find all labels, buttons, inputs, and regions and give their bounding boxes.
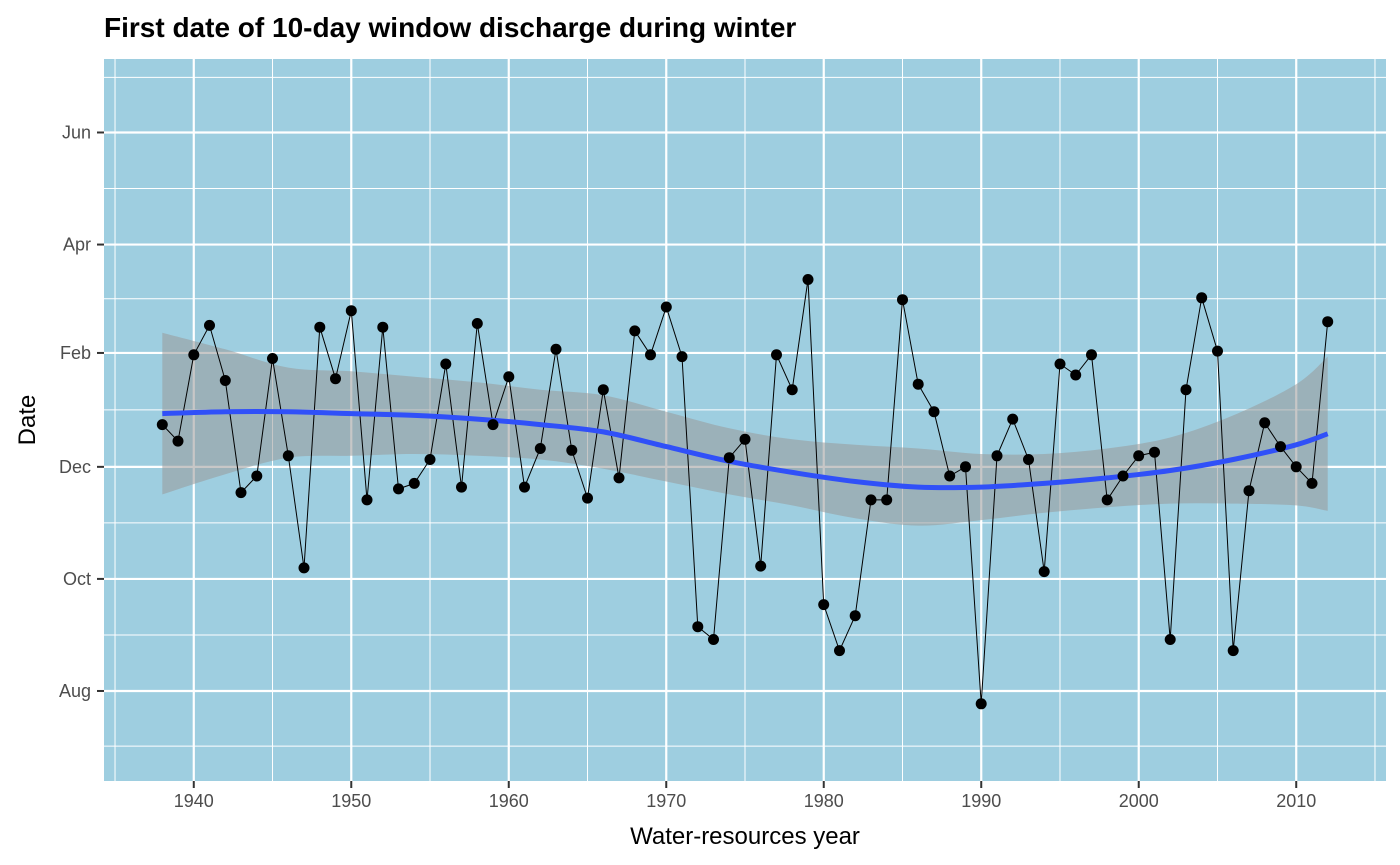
data-point xyxy=(456,481,467,493)
data-point xyxy=(188,349,200,361)
data-point xyxy=(219,375,231,386)
x-tick-label: 1970 xyxy=(646,791,686,811)
data-point xyxy=(692,621,704,633)
data-point xyxy=(204,319,215,331)
data-point xyxy=(818,599,830,611)
data-points xyxy=(156,274,1334,710)
x-tick-label: 1980 xyxy=(804,791,844,811)
confidence-ribbon xyxy=(162,332,1328,526)
data-point xyxy=(361,494,373,506)
data-point xyxy=(771,349,782,361)
data-point xyxy=(1180,384,1192,396)
y-tick-label: Oct xyxy=(63,569,91,589)
data-point xyxy=(597,384,609,396)
data-point xyxy=(928,406,940,418)
y-tick-label: Dec xyxy=(59,457,91,477)
data-point xyxy=(660,301,672,313)
y-tick-label: Apr xyxy=(63,235,91,255)
x-tick-label: 1940 xyxy=(174,791,214,811)
x-tick-label: 1950 xyxy=(331,791,371,811)
y-axis-title: Date xyxy=(14,395,41,446)
data-point xyxy=(487,419,499,431)
data-point xyxy=(503,371,515,383)
data-point xyxy=(739,433,751,445)
data-point xyxy=(1259,417,1271,429)
data-point xyxy=(629,325,641,337)
data-point xyxy=(723,452,735,464)
x-tick-label: 2010 xyxy=(1276,791,1316,811)
y-tick-label: Aug xyxy=(59,681,91,701)
data-point xyxy=(314,321,326,333)
data-point xyxy=(1070,369,1082,381)
data-point xyxy=(267,353,278,364)
data-point xyxy=(582,492,593,504)
data-point xyxy=(975,698,987,710)
data-point xyxy=(912,378,924,390)
data-point xyxy=(1290,461,1302,473)
data-point xyxy=(1322,316,1334,328)
chart-title: First date of 10-day window discharge du… xyxy=(104,12,796,43)
data-point xyxy=(897,294,908,306)
data-point xyxy=(172,435,184,447)
data-point xyxy=(834,645,845,657)
data-point xyxy=(519,481,530,493)
data-point xyxy=(613,472,625,484)
data-point xyxy=(345,305,357,317)
data-point xyxy=(1306,477,1318,489)
data-point xyxy=(676,351,688,363)
data-point xyxy=(1117,470,1129,482)
data-point xyxy=(1101,494,1113,506)
data-point xyxy=(865,494,877,506)
x-tick-label: 1960 xyxy=(489,791,529,811)
data-point xyxy=(881,494,893,506)
data-point xyxy=(786,384,798,396)
data-point xyxy=(156,419,168,431)
data-point xyxy=(1243,485,1255,497)
data-point xyxy=(802,274,814,285)
data-point xyxy=(849,610,861,622)
y-axis: Aug Oct Dec Feb Apr Jun xyxy=(59,122,104,701)
data-point xyxy=(408,477,420,489)
data-point xyxy=(1275,441,1286,453)
data-point xyxy=(1227,645,1239,657)
data-point xyxy=(1007,413,1019,425)
data-point xyxy=(944,470,956,482)
smooth-trend-line xyxy=(162,408,1329,491)
data-point xyxy=(960,461,971,473)
data-point xyxy=(471,318,483,329)
data-point xyxy=(1038,566,1050,578)
data-point xyxy=(1196,292,1208,304)
x-tick-label: 2000 xyxy=(1119,791,1159,811)
data-point xyxy=(991,450,1003,462)
x-tick-label: 1990 xyxy=(961,791,1001,811)
data-point xyxy=(550,343,562,355)
data-point xyxy=(566,444,578,456)
data-point xyxy=(377,321,389,333)
data-point xyxy=(534,443,546,454)
data-point xyxy=(1133,450,1145,462)
data-point xyxy=(298,562,310,574)
data-point xyxy=(393,483,404,495)
y-tick-label: Feb xyxy=(60,343,91,363)
data-point xyxy=(251,470,263,482)
x-axis-title: Water-resources year xyxy=(630,823,860,850)
data-point xyxy=(1086,349,1097,361)
data-point xyxy=(440,358,452,370)
data-point xyxy=(1054,358,1066,370)
data-point xyxy=(1212,345,1223,357)
data-point xyxy=(1149,446,1160,458)
data-point xyxy=(645,349,656,361)
data-point xyxy=(235,487,247,499)
x-axis: 1940 1950 1960 1970 1980 1990 2000 2010 xyxy=(174,781,1316,811)
y-tick-label: Jun xyxy=(62,122,91,142)
data-point xyxy=(1164,634,1176,645)
data-point xyxy=(424,454,436,465)
data-point xyxy=(1023,454,1034,465)
data-point xyxy=(755,560,767,572)
data-point xyxy=(708,634,719,645)
data-point xyxy=(330,373,341,385)
data-point xyxy=(282,450,294,462)
